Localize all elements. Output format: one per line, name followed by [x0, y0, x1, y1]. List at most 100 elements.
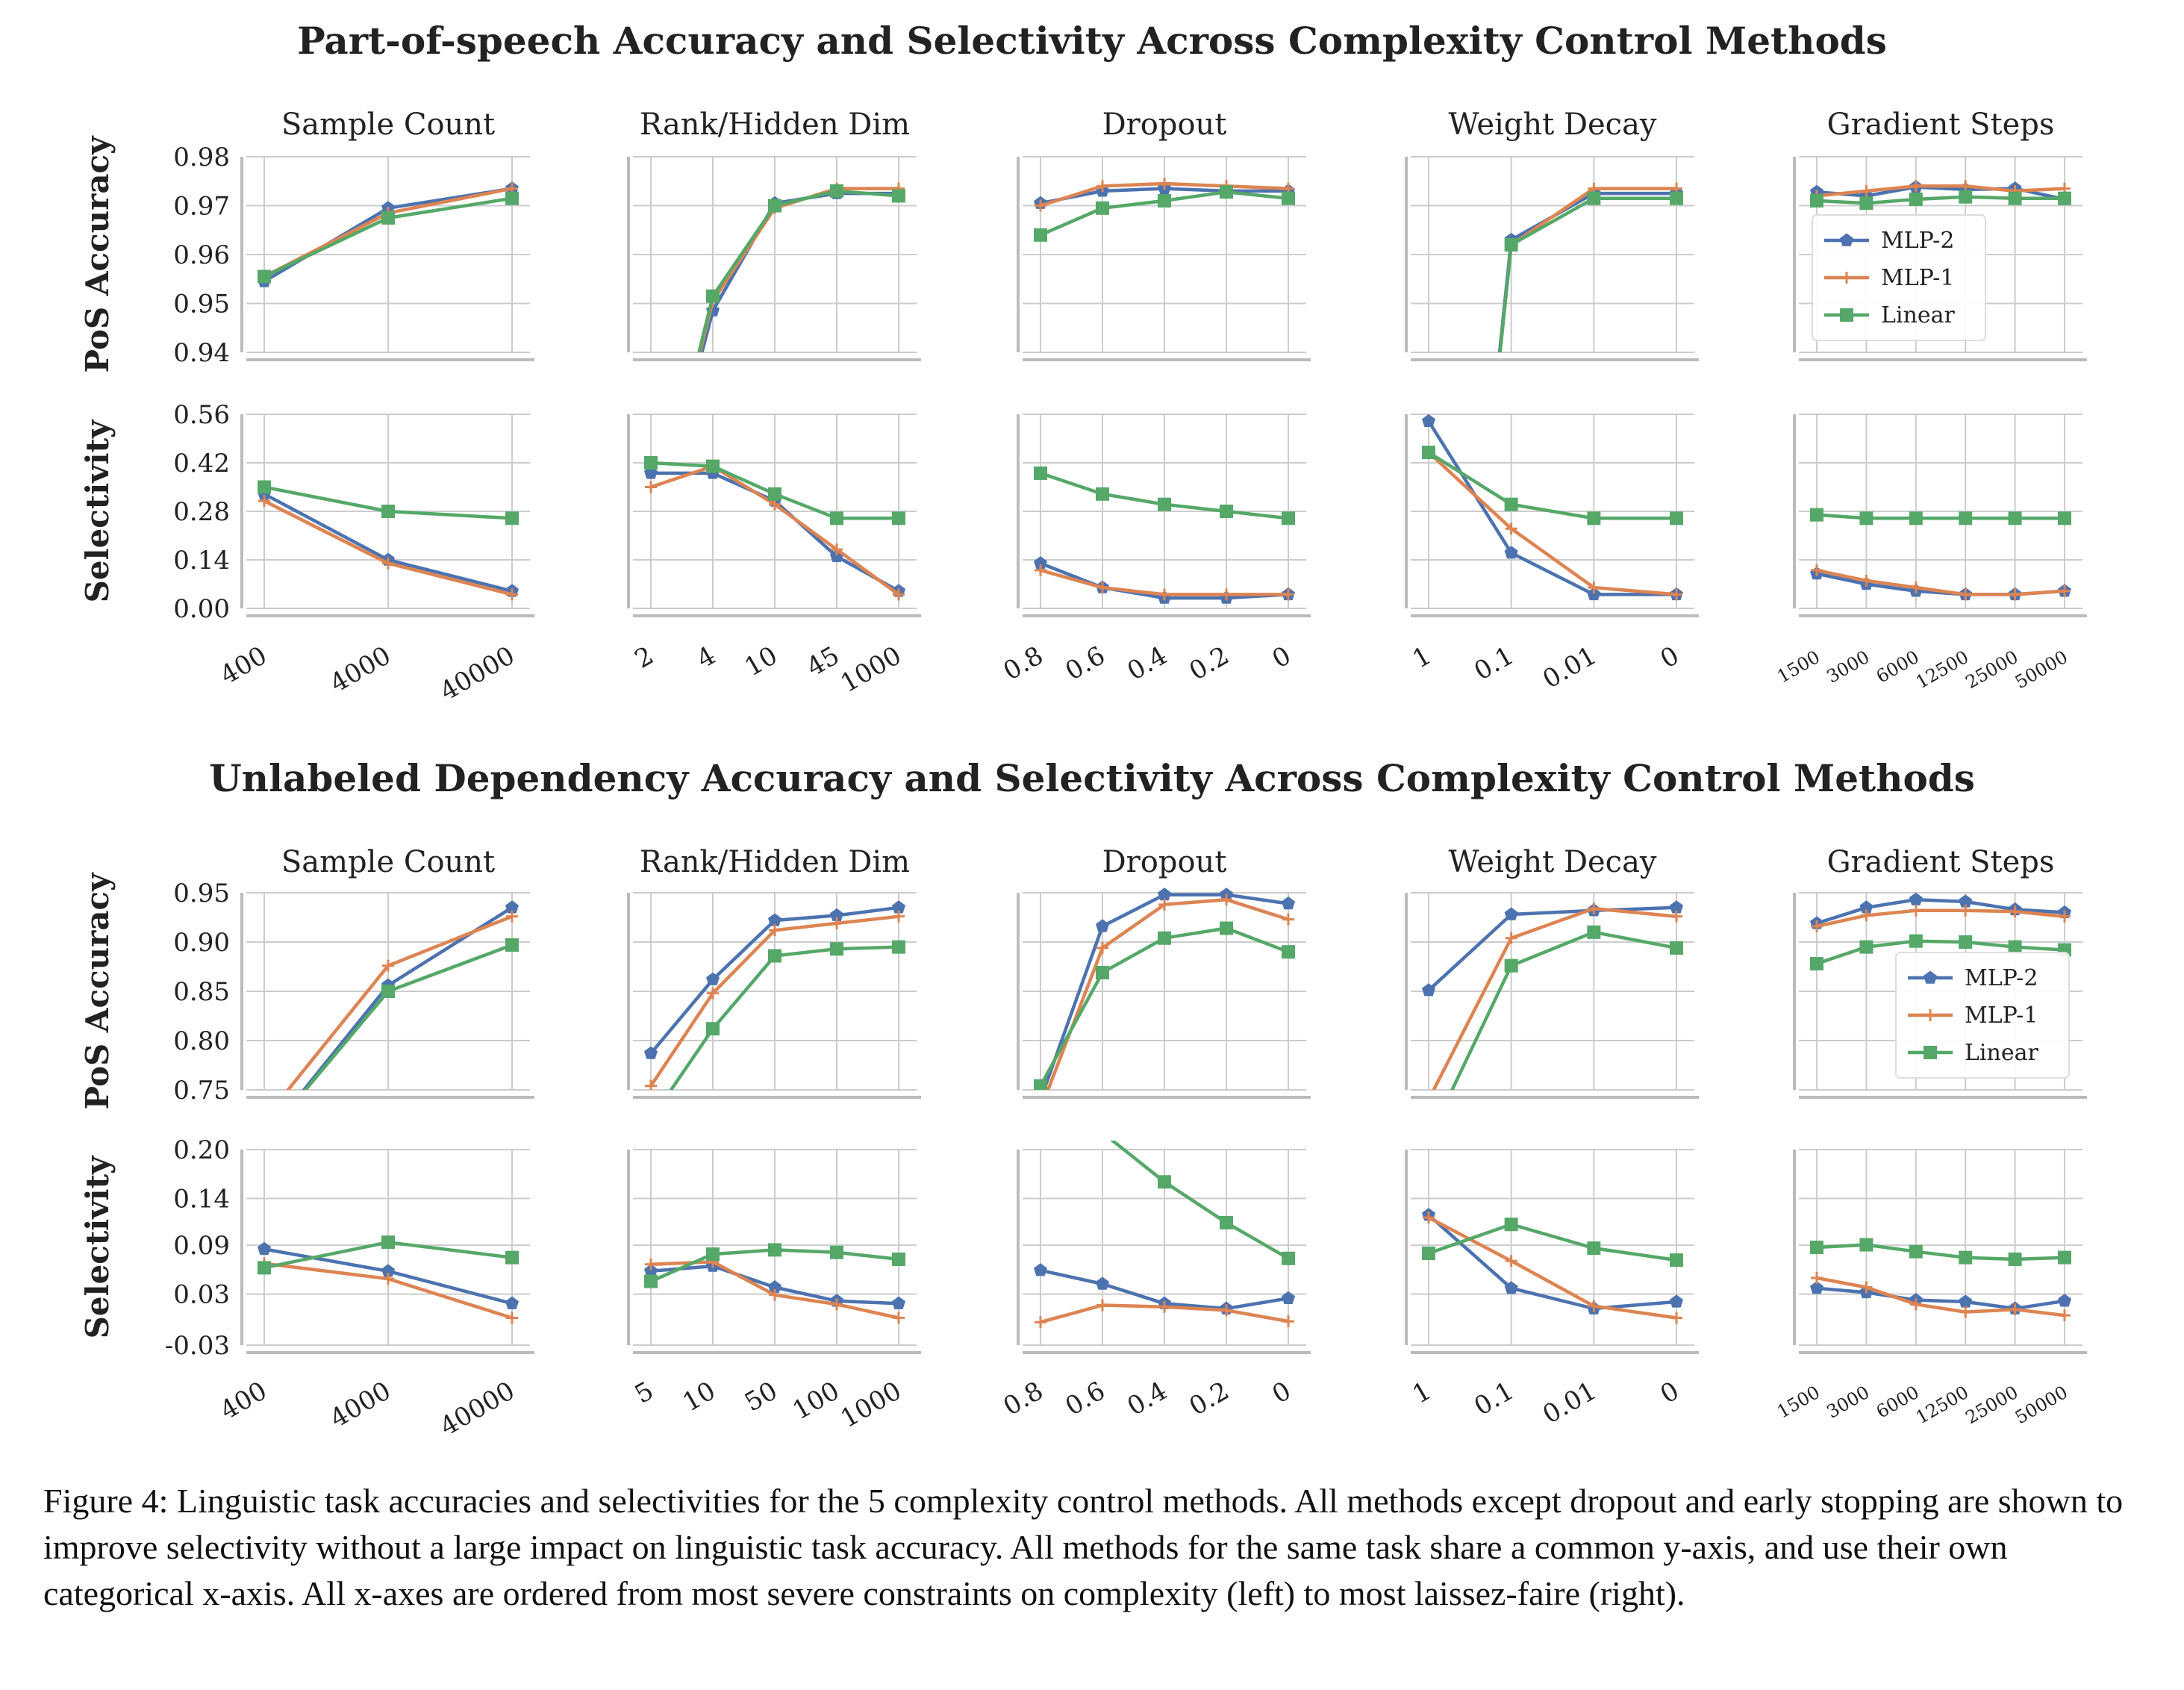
data-point-mlp-1: [1909, 581, 1922, 594]
data-point-mlp-1: [1588, 1300, 1600, 1312]
data-point-linear: [892, 511, 905, 526]
data-point-mlp-1: [1811, 564, 1823, 576]
data-point-linear: [1587, 191, 1601, 205]
data-point-mlp-1: [1588, 902, 1600, 915]
data-point-mlp-1: [1220, 588, 1232, 601]
series-group: [1034, 1141, 1295, 1329]
data-point-linear: [2058, 191, 2071, 205]
panel-subtitle: Weight Decay: [1448, 845, 1656, 879]
x-tick-label: 40000: [435, 640, 520, 707]
data-point-linear: [505, 511, 519, 526]
data-point-linear: [505, 938, 519, 952]
x-tick-label: 1500: [1773, 1382, 1823, 1423]
x-tick-label: 0: [1656, 1376, 1685, 1409]
data-point-linear: [1220, 185, 1233, 199]
series-line-linear: [1427, 451, 1676, 520]
series-group: [1422, 414, 1683, 601]
data-point-mlp-1: [645, 481, 657, 493]
data-point-mlp-1: [1909, 1298, 1922, 1311]
x-tick-label: 100: [787, 1376, 844, 1426]
data-point-linear: [892, 1252, 905, 1266]
selectivity-subplot: 0.00 0.14 0.28 0.42 0.56 Selectivity: [79, 400, 534, 624]
data-point-linear: [892, 189, 905, 203]
data-point-linear: [644, 1274, 658, 1288]
data-point-mlp-1: [1423, 1212, 1435, 1224]
data-point-linear: [1959, 935, 1973, 949]
selectivity-subplot: -0.03 0.03 0.09 0.14 0.20 Selectivity: [79, 1135, 534, 1361]
y-tick-label: 0.75: [173, 1076, 230, 1106]
data-point-mlp-2: [1670, 900, 1683, 914]
data-point-linear: [1587, 925, 1601, 939]
data-point-linear: [1859, 196, 1873, 211]
data-point-mlp-1: [1158, 178, 1170, 190]
x-tick-label: 1000: [836, 1376, 907, 1434]
data-point-linear: [1096, 965, 1109, 979]
data-point-linear: [381, 505, 395, 518]
panel-subtitle: Weight Decay: [1448, 107, 1656, 142]
data-point-mlp-1: [1096, 1299, 1108, 1312]
y-tick-label: -0.03: [165, 1331, 230, 1361]
data-point-mlp-2: [1158, 888, 1171, 901]
data-point-mlp-1: [1670, 1312, 1682, 1324]
data-point-mlp-1: [1282, 588, 1294, 601]
data-point-mlp-2: [258, 1241, 271, 1255]
chart-1: Part-of-speech Accuracy and Selectivity …: [79, 19, 2087, 707]
series-line-linear: [1450, 930, 1677, 1090]
x-tick-label: 0.01: [1538, 1376, 1602, 1429]
x-tick-label: 50: [740, 1376, 782, 1418]
data-point-mlp-1: [1505, 1255, 1517, 1268]
data-point-mlp-1: [506, 588, 518, 601]
series-group: [258, 480, 519, 601]
series-group: [697, 182, 905, 352]
y-tick-label: 0.56: [173, 400, 230, 430]
series-group: [644, 900, 905, 1090]
data-point-mlp-1: [769, 924, 781, 937]
data-point-mlp-1: [1035, 1316, 1046, 1329]
series-group: [644, 456, 905, 601]
data-point-linear: [1959, 190, 1973, 204]
data-point-mlp-2: [1282, 1291, 1295, 1304]
data-point-linear: [1810, 508, 1823, 522]
y-tick-label: 0.03: [173, 1280, 230, 1310]
data-point-linear: [1587, 511, 1601, 526]
data-point-mlp-1: [382, 1273, 394, 1285]
data-point-mlp-2: [706, 972, 720, 985]
data-point-linear: [1034, 228, 1047, 242]
panel-1: Sample Count 0.94 0.95 0.96 0.97 0.98 PoS Accu…: [79, 107, 534, 707]
data-point-mlp-1: [707, 987, 719, 1000]
data-point-mlp-1: [382, 959, 394, 972]
data-point-mlp-1: [1096, 941, 1108, 954]
data-point-linear: [1909, 934, 1923, 948]
data-point-mlp-1: [893, 1312, 905, 1324]
accuracy-subplot: [1793, 892, 2087, 1099]
data-point-mlp-1: [2059, 584, 2071, 597]
chart-title: Part-of-speech Accuracy and Selectivity …: [297, 19, 1887, 63]
data-point-mlp-1: [506, 1312, 518, 1324]
data-point-mlp-2: [1422, 983, 1435, 997]
x-tick-label: 4: [692, 640, 721, 674]
data-point-linear: [1282, 945, 1295, 959]
data-point-linear: [1096, 201, 1109, 215]
data-point-linear: [1504, 958, 1518, 973]
data-point-mlp-1: [1035, 564, 1046, 576]
data-point-mlp-2: [892, 900, 905, 914]
data-point-mlp-1: [1282, 1315, 1294, 1328]
data-point-linear: [1670, 511, 1683, 526]
data-point-linear: [1158, 193, 1171, 208]
x-tick-label: 40000: [435, 1376, 520, 1442]
data-point-mlp-1: [1959, 1306, 1972, 1318]
data-point-linear: [1504, 237, 1518, 252]
legend-label-mlp-1: MLP-1: [1965, 1003, 2038, 1029]
data-point-mlp-1: [1860, 1281, 1873, 1294]
data-point-mlp-2: [1810, 1281, 1823, 1294]
x-tick-label: 5: [630, 1376, 659, 1409]
legend-marker-mlp-1: [1841, 272, 1853, 284]
x-tick-label: 0.4: [1123, 640, 1173, 687]
series-line-linear: [1816, 513, 2065, 520]
figure-caption: Figure 4: Linguistic task accuracies and…: [43, 1482, 2124, 1612]
data-point-linear: [644, 456, 658, 470]
y-tick-label: 0.85: [173, 977, 230, 1007]
data-point-linear: [706, 459, 720, 473]
data-point-linear: [1422, 1246, 1435, 1260]
